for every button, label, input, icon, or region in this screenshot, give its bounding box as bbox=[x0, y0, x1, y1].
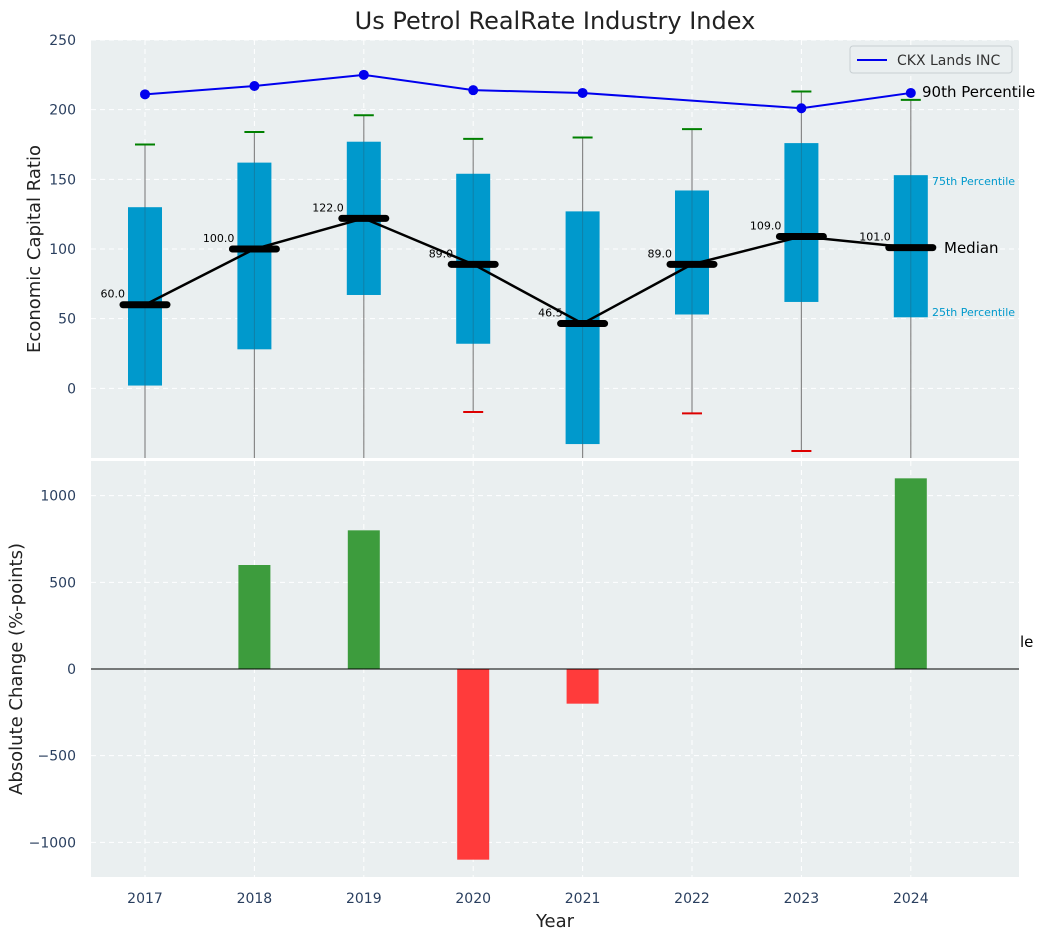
annotation-median: Median bbox=[944, 239, 999, 257]
top-y-tick-label: 0 bbox=[67, 381, 76, 397]
median-value-label: 89.0 bbox=[648, 247, 673, 260]
x-tick-label: 2022 bbox=[674, 891, 710, 907]
x-tick-label: 2019 bbox=[346, 891, 382, 907]
bottom-y-tick-label: −1000 bbox=[29, 835, 76, 851]
change-bar bbox=[347, 530, 380, 669]
annotation-90th-percentile: 90th Percentile bbox=[922, 83, 1035, 101]
top-y-tick-label: 50 bbox=[58, 312, 76, 328]
x-tick-labels: 2017 2018 2019 2020 2021 2022 2023 2024 bbox=[127, 891, 929, 907]
x-tick-label: 2023 bbox=[784, 891, 820, 907]
median-value-label: 101.0 bbox=[859, 231, 891, 244]
median-value-label: 109.0 bbox=[750, 219, 782, 232]
ckx-point bbox=[140, 89, 150, 100]
x-tick-label: 2020 bbox=[455, 891, 491, 907]
ckx-point bbox=[249, 80, 260, 91]
top-y-tick-labels: 0 50 100 150 200 250 bbox=[49, 33, 76, 397]
x-axis-label: Year bbox=[535, 911, 575, 932]
top-y-tick-label: 150 bbox=[49, 172, 76, 188]
clipped-annotation: le bbox=[1020, 633, 1033, 651]
annotation-25th-percentile: 25th Percentile bbox=[932, 306, 1015, 319]
median-value-label: 100.0 bbox=[203, 232, 235, 245]
change-bar bbox=[894, 478, 927, 669]
ckx-point bbox=[468, 85, 479, 96]
top-panel: 0 50 100 150 200 250 60.0 100.0 122.0 89.0 46.5 89… bbox=[24, 7, 1035, 458]
median-value-label: 46.5 bbox=[538, 307, 563, 320]
legend-label: CKX Lands INC bbox=[897, 53, 1000, 69]
bottom-y-tick-label: 1000 bbox=[40, 489, 76, 505]
ckx-point bbox=[358, 69, 369, 80]
bottom-y-tick-label: 0 bbox=[67, 662, 76, 678]
legend-box bbox=[849, 45, 1013, 74]
chart-title: Us Petrol RealRate Industry Index bbox=[355, 7, 756, 35]
annotation-75th-percentile: 75th Percentile bbox=[932, 175, 1015, 188]
x-tick-label: 2018 bbox=[237, 891, 273, 907]
x-tick-label: 2017 bbox=[127, 891, 163, 907]
legend: CKX Lands INC bbox=[849, 45, 1013, 74]
bar-series bbox=[238, 478, 927, 860]
bottom-y-tick-label: −500 bbox=[38, 749, 76, 765]
change-bar bbox=[238, 565, 271, 669]
x-tick-label: 2024 bbox=[893, 891, 929, 907]
median-value-label: 89.0 bbox=[429, 247, 454, 260]
ckx-line-series bbox=[140, 69, 916, 114]
bottom-y-tick-labels: −1000 −500 0 500 1000 bbox=[29, 489, 76, 852]
top-y-tick-label: 100 bbox=[49, 242, 76, 258]
median-polyline bbox=[144, 217, 911, 325]
top-y-tick-label: 200 bbox=[49, 103, 76, 119]
median-line-series: 60.0 100.0 122.0 89.0 46.5 89.0 109.0 101.0 bbox=[101, 201, 937, 328]
x-tick-label: 2021 bbox=[565, 891, 601, 907]
top-y-tick-label: 250 bbox=[49, 33, 76, 49]
ckx-point bbox=[577, 87, 588, 98]
bottom-y-axis-label: Absolute Change (%-points) bbox=[6, 543, 27, 795]
change-bar bbox=[457, 669, 490, 860]
bottom-y-tick-label: 500 bbox=[49, 575, 76, 591]
change-bar bbox=[566, 669, 599, 704]
top-y-axis-label: Economic Capital Ratio bbox=[24, 145, 45, 353]
ckx-point bbox=[905, 87, 916, 98]
median-value-label: 60.0 bbox=[101, 288, 126, 301]
ckx-point bbox=[796, 103, 807, 114]
median-value-label: 122.0 bbox=[312, 201, 344, 214]
